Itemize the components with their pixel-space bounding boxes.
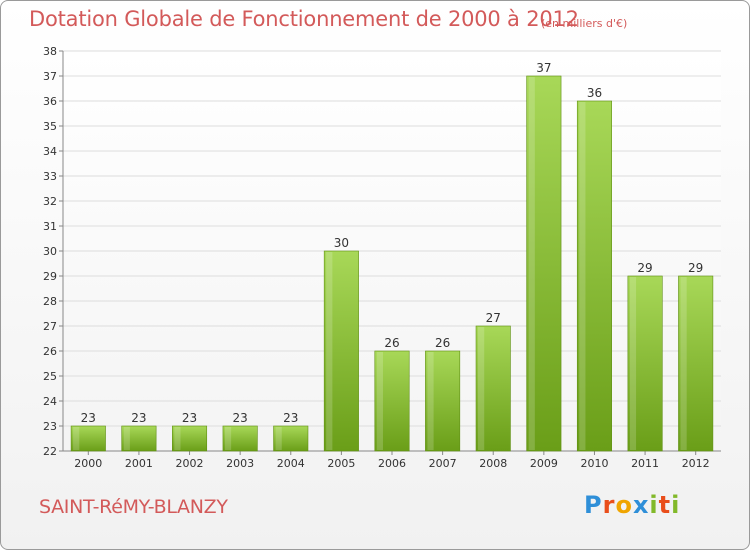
data-label: 29 (688, 261, 703, 275)
x-tick-label: 2011 (631, 457, 659, 470)
bar-2007 (425, 350, 461, 452)
chart-title: Dotation Globale de Fonctionnement de 20… (29, 7, 579, 31)
x-tick-label: 2004 (277, 457, 305, 470)
data-label: 27 (486, 311, 501, 325)
bar-highlight (376, 352, 383, 450)
data-label: 23 (182, 411, 197, 425)
bar-2004 (273, 425, 309, 452)
y-tick-label: 35 (43, 120, 57, 133)
x-tick-label: 2002 (176, 457, 204, 470)
bar-highlight (680, 277, 687, 450)
x-tick-label: 2008 (479, 457, 507, 470)
y-tick-label: 33 (43, 170, 57, 183)
commune-name: SAINT-RéMY-BLANZY (39, 496, 228, 518)
bar-2012 (678, 275, 714, 452)
bar-2002 (172, 425, 208, 452)
y-tick-label: 26 (43, 345, 57, 358)
x-tick-label: 2006 (378, 457, 406, 470)
data-label: 23 (283, 411, 298, 425)
bar-highlight (326, 252, 333, 450)
x-tick-label: 2005 (327, 457, 355, 470)
y-tick-label: 24 (43, 395, 57, 408)
bar-highlight (123, 427, 130, 450)
data-label: 29 (637, 261, 652, 275)
y-tick-label: 31 (43, 220, 57, 233)
data-label: 26 (435, 336, 450, 350)
x-tick-label: 2009 (530, 457, 558, 470)
bar-highlight (629, 277, 637, 450)
data-label: 23 (131, 411, 146, 425)
x-tick-label: 2000 (74, 457, 102, 470)
y-tick-label: 25 (43, 370, 57, 383)
y-tick-label: 37 (43, 70, 57, 83)
proxiti-logo: Proxiti (584, 491, 680, 519)
y-tick-label: 38 (43, 45, 57, 58)
data-label: 23 (233, 411, 248, 425)
bar-highlight (579, 102, 586, 450)
bar-2000 (70, 425, 106, 452)
y-tick-label: 32 (43, 195, 57, 208)
y-tick-label: 36 (43, 95, 57, 108)
y-tick-label: 23 (43, 420, 57, 433)
bar-2003 (222, 425, 258, 452)
y-tick-label: 22 (43, 445, 57, 458)
x-tick-label: 2012 (682, 457, 710, 470)
y-tick-label: 30 (43, 245, 57, 258)
logo-letter: o (615, 491, 633, 519)
bar-highlight (427, 352, 434, 450)
y-tick-label: 29 (43, 270, 57, 283)
logo-letter: i (671, 491, 681, 519)
y-tick-label: 27 (43, 320, 57, 333)
x-tick-label: 2010 (580, 457, 608, 470)
logo-letter: t (658, 491, 672, 519)
bar-2006 (374, 350, 410, 452)
bar-2005 (323, 250, 359, 452)
x-tick-label: 2001 (125, 457, 153, 470)
logo-letter: i (649, 491, 659, 519)
bar-2011 (627, 275, 663, 452)
data-label: 26 (384, 336, 399, 350)
logo-letter: x (632, 491, 650, 519)
bar-2008 (475, 325, 511, 452)
bar-2010 (576, 100, 612, 452)
bar-highlight (174, 427, 181, 450)
bar-2001 (121, 425, 157, 452)
x-tick-label: 2007 (429, 457, 457, 470)
logo-letter: P (584, 491, 603, 519)
data-label: 36 (587, 86, 602, 100)
x-tick-label: 2003 (226, 457, 254, 470)
y-tick-label: 28 (43, 295, 57, 308)
logo-letter: r (602, 491, 616, 519)
bar-highlight (478, 327, 485, 450)
bar-highlight (73, 427, 80, 450)
bar-highlight (275, 427, 282, 450)
bar-highlight (528, 77, 535, 450)
bar-2009 (526, 75, 562, 452)
data-label: 30 (334, 236, 349, 250)
data-label: 37 (536, 61, 551, 75)
data-label: 23 (81, 411, 96, 425)
chart-subtitle: (en milliers d'€) (541, 17, 628, 30)
y-tick-label: 34 (43, 145, 57, 158)
bar-highlight (224, 427, 232, 450)
